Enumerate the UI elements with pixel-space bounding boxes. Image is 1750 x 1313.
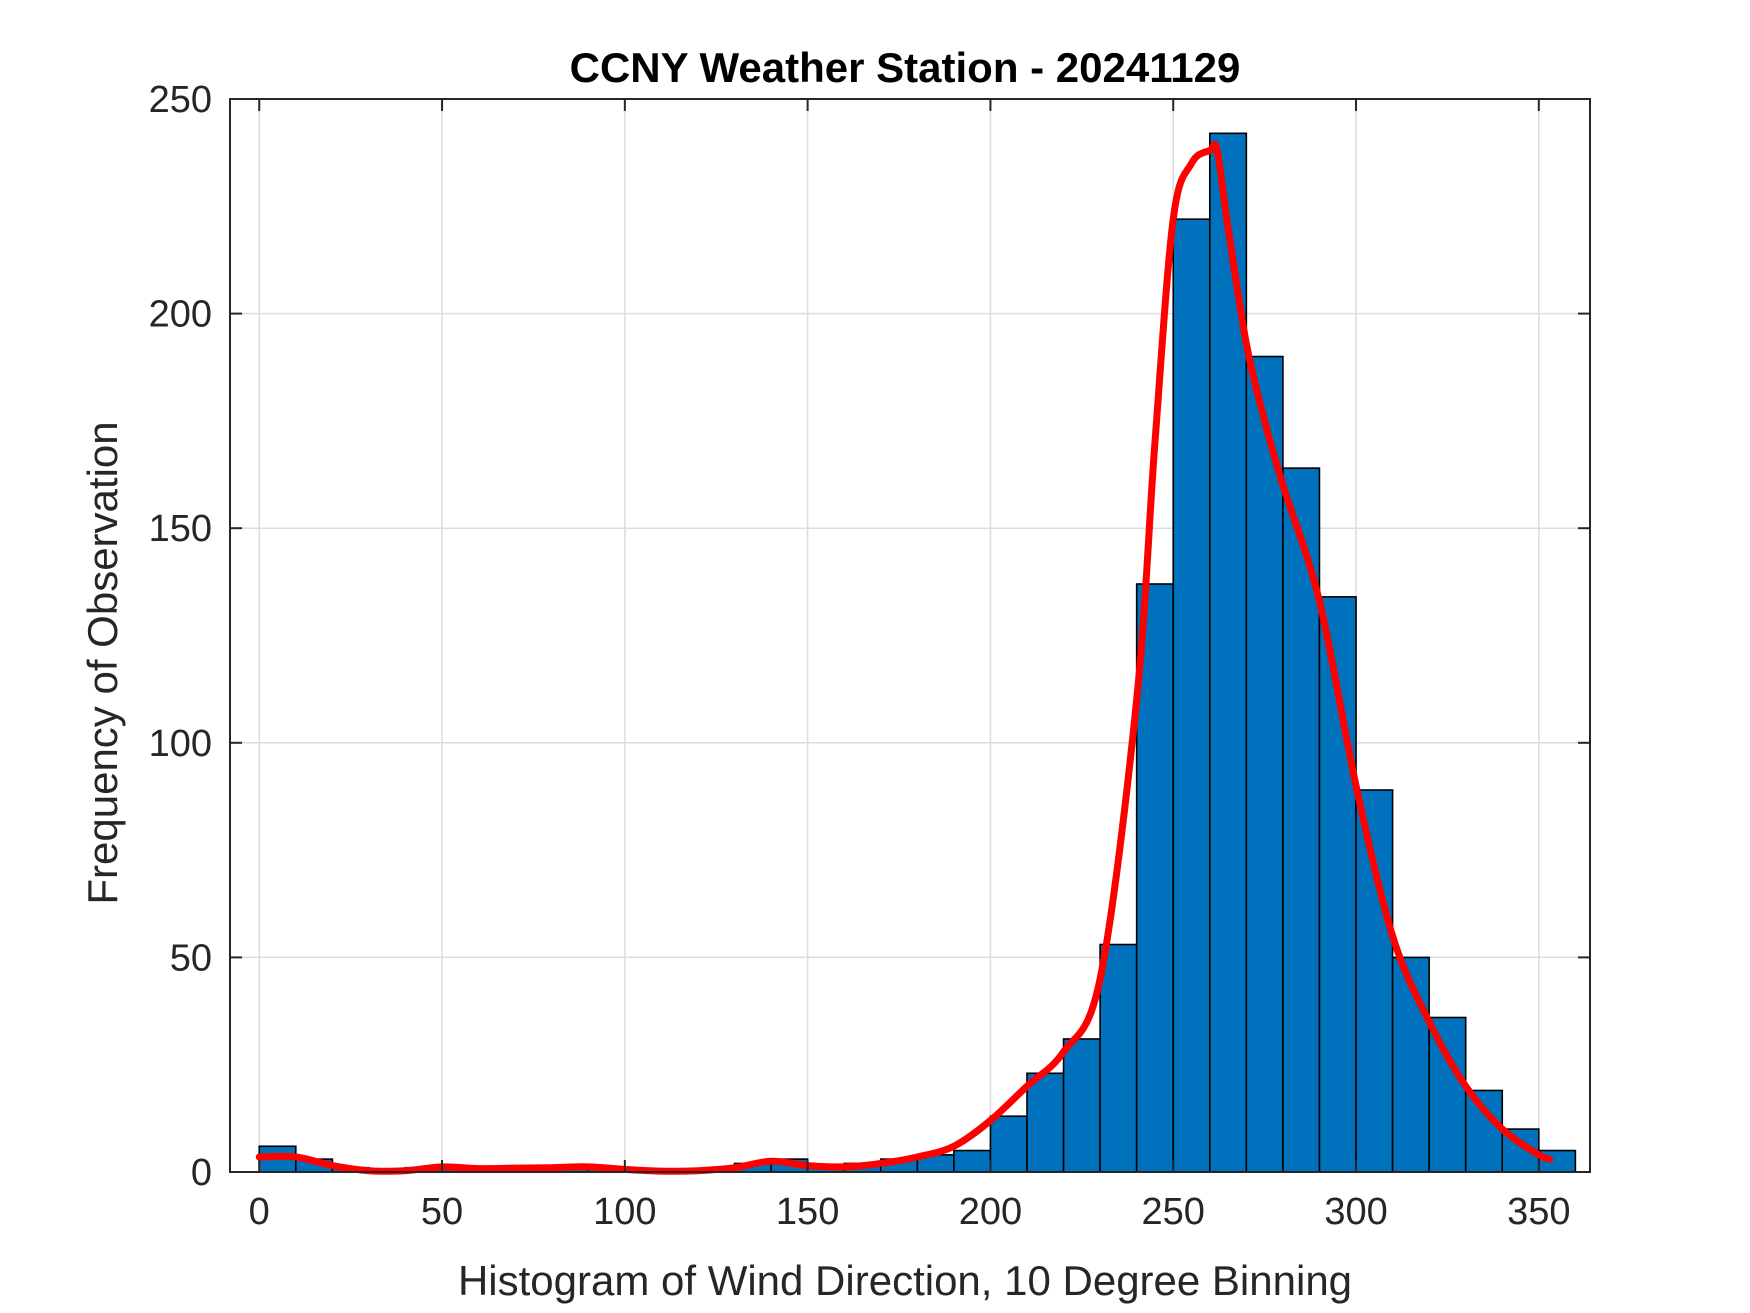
y-tick-label: 150 xyxy=(149,508,212,550)
x-axis-label: Histogram of Wind Direction, 10 Degree B… xyxy=(458,1257,1352,1304)
histogram-bar xyxy=(1464,1089,1504,1173)
x-tick-label: 0 xyxy=(249,1191,270,1233)
x-tick-labels: 0 50 100 150 200 250 300 350 xyxy=(249,1191,1571,1233)
histogram-bar xyxy=(1062,1038,1101,1173)
histogram-bar xyxy=(1355,789,1394,1173)
y-axis-label: Frequency of Observation xyxy=(79,421,126,904)
histogram-bar xyxy=(1099,943,1138,1173)
histogram-bar xyxy=(1026,1072,1065,1173)
x-tick-label: 150 xyxy=(776,1191,839,1233)
fit-curve xyxy=(255,140,1554,1175)
plot-frame xyxy=(229,98,1591,1173)
y-tick-label: 250 xyxy=(149,79,212,121)
histogram-bar xyxy=(1391,956,1430,1173)
histogram-bar xyxy=(1208,132,1248,1173)
histogram-bar xyxy=(1172,218,1211,1173)
histogram-bar xyxy=(1428,1016,1467,1173)
x-tick-label: 200 xyxy=(959,1191,1022,1233)
histogram-bars xyxy=(258,132,1577,1173)
y-tick-label: 100 xyxy=(149,723,212,765)
histogram-bar xyxy=(989,1115,1028,1173)
x-tick-label: 100 xyxy=(593,1191,656,1233)
histogram-bar xyxy=(953,1149,992,1173)
y-tick-label: 50 xyxy=(170,937,212,979)
x-tick-label: 250 xyxy=(1142,1191,1205,1233)
x-tick-label: 50 xyxy=(421,1191,463,1233)
chart-title: CCNY Weather Station - 20241129 xyxy=(570,44,1241,91)
axis-ticks xyxy=(230,98,1590,1173)
y-tick-label: 200 xyxy=(149,294,212,336)
y-tick-label: 0 xyxy=(191,1152,212,1194)
x-tick-label: 350 xyxy=(1507,1191,1570,1233)
x-tick-label: 300 xyxy=(1324,1191,1387,1233)
y-tick-labels: 0 50 100 150 200 250 xyxy=(149,79,212,1194)
histogram-bar xyxy=(1245,355,1284,1173)
